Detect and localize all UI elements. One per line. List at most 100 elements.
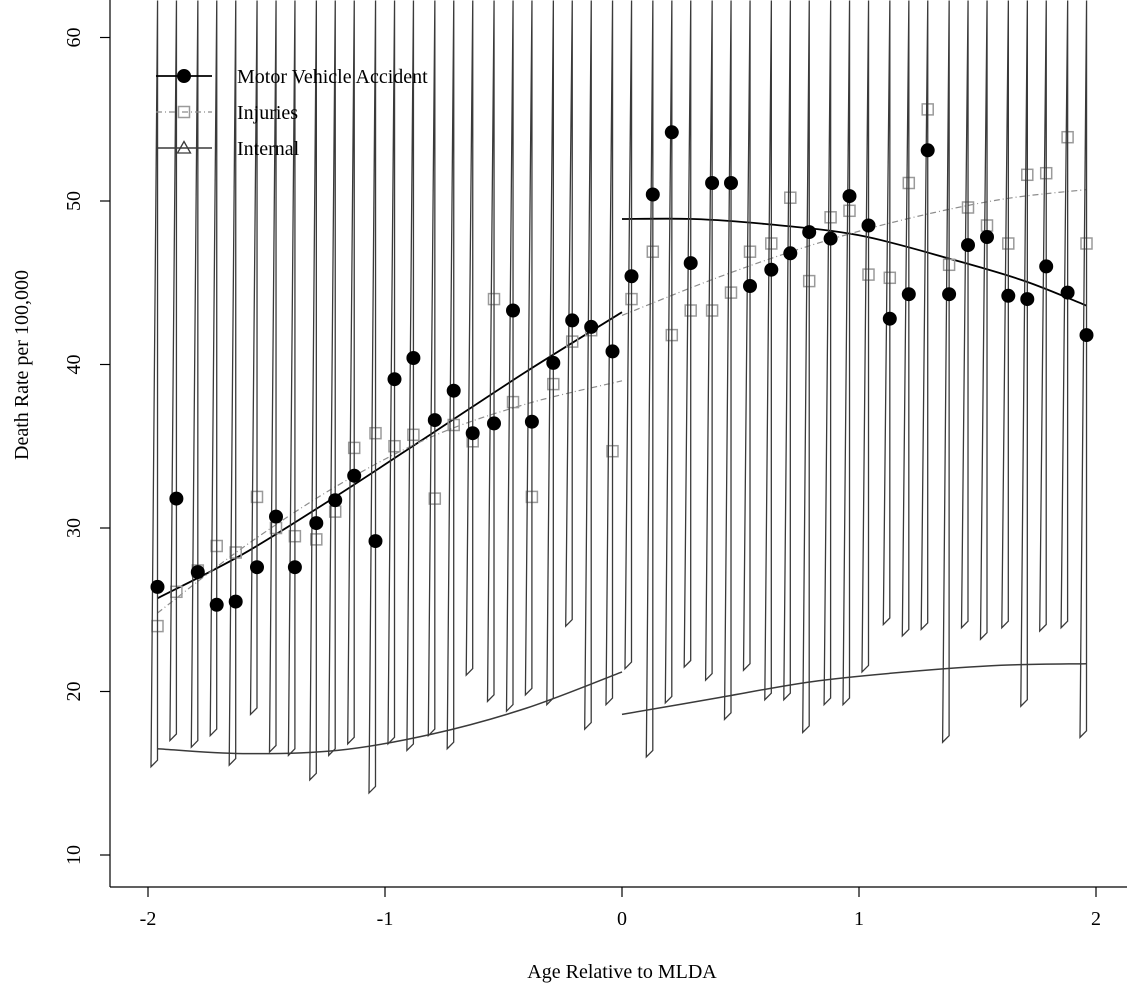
data-point: [764, 262, 779, 277]
data-point: [901, 287, 916, 302]
data-point: [724, 176, 738, 190]
x-tick-label: 2: [1091, 908, 1101, 930]
data-point: [169, 491, 184, 506]
data-point: [524, 0, 533, 697]
data-point: [624, 269, 639, 284]
data-point: [743, 279, 757, 293]
data-point: [427, 413, 442, 428]
data-point: [190, 0, 199, 749]
data-point: [1060, 285, 1075, 300]
data-point: [624, 0, 633, 671]
x-tick-label: 1: [854, 908, 864, 930]
data-point: [249, 0, 258, 717]
legend-label: Motor Vehicle Accident: [237, 66, 428, 88]
data-point: [802, 0, 810, 735]
data-point: [1060, 0, 1069, 630]
data-point: [861, 218, 876, 233]
data-point: [842, 0, 851, 707]
legend-marker: [176, 140, 192, 154]
data-point: [465, 0, 474, 677]
data-point: [269, 509, 283, 524]
y-tick-label: 20: [63, 682, 85, 702]
data-point: [1039, 0, 1047, 633]
x-axis-title: Age Relative to MLDA: [527, 961, 717, 983]
data-point: [802, 225, 817, 240]
data-point: [861, 0, 870, 674]
data-point: [546, 355, 561, 370]
data-point: [764, 0, 773, 702]
x-tick-label: 0: [617, 908, 627, 930]
y-tick-label: 40: [63, 355, 85, 375]
data-point: [783, 246, 798, 261]
data-point: [1020, 292, 1035, 307]
data-point: [505, 0, 514, 713]
data-point: [664, 0, 673, 705]
data-point: [723, 0, 732, 721]
data-point: [1001, 0, 1010, 630]
legend-label: Internal: [237, 138, 300, 160]
data-point: [645, 0, 654, 759]
data-point: [605, 344, 620, 359]
data-point: [942, 287, 957, 302]
data-point: [228, 594, 243, 609]
data-point: [941, 0, 950, 744]
legend-marker: [177, 105, 191, 119]
data-point: [1079, 328, 1094, 343]
fit-line: [621, 662, 1087, 716]
data-point: [328, 493, 343, 508]
data-point: [842, 189, 857, 204]
data-point: [565, 0, 573, 628]
data-point: [705, 176, 720, 190]
data-point: [920, 143, 935, 158]
data-point: [406, 0, 415, 753]
legend-label: Injuries: [237, 102, 298, 124]
data-point: [309, 516, 324, 531]
data-point: [901, 0, 910, 638]
data-point: [645, 187, 660, 202]
y-tick-label: 50: [63, 191, 85, 211]
data-point: [387, 372, 402, 387]
data-point: [368, 534, 383, 549]
data-point: [250, 560, 264, 575]
data-point: [209, 0, 218, 738]
data-point: [287, 560, 302, 575]
data-points: [150, 0, 1094, 795]
x-tick-label: -2: [140, 908, 157, 930]
data-point: [190, 565, 205, 580]
data-point: [368, 0, 377, 795]
data-point: [980, 230, 994, 244]
y-tick-label: 30: [63, 518, 85, 538]
data-point: [823, 231, 838, 246]
data-point: [524, 414, 539, 429]
x-tick-label: -1: [377, 908, 394, 930]
data-point: [1079, 0, 1088, 739]
data-point: [1020, 0, 1029, 708]
data-point: [446, 0, 455, 751]
fit-line: [157, 311, 623, 600]
data-point: [683, 256, 698, 271]
data-point: [584, 0, 592, 731]
data-point: [506, 303, 520, 318]
data-point: [328, 0, 336, 757]
data-point: [287, 0, 296, 757]
data-point: [209, 597, 224, 612]
data-point: [961, 238, 975, 253]
data-point: [150, 0, 159, 769]
data-point: [565, 313, 580, 328]
data-point: [446, 383, 461, 398]
data-point: [683, 0, 692, 669]
data-point: [882, 311, 897, 326]
x-axis-ticks: -2 -1 0 1 2: [140, 887, 1101, 930]
data-point: [347, 0, 355, 746]
data-point: [268, 0, 277, 754]
data-point: [309, 0, 318, 782]
data-point: [1039, 259, 1054, 274]
legend: Motor Vehicle Accident Injuries Internal: [156, 66, 428, 160]
data-point: [546, 0, 555, 707]
y-axis-ticks: 10 20 30 40 50 60: [63, 28, 110, 865]
data-point: [664, 125, 679, 140]
data-point: [387, 0, 396, 746]
data-point: [347, 468, 362, 483]
data-point: [584, 319, 599, 334]
